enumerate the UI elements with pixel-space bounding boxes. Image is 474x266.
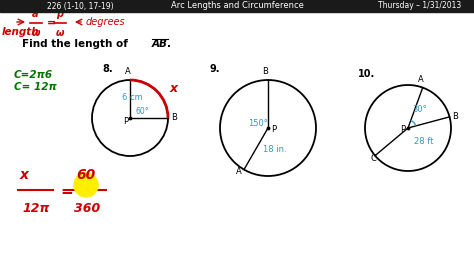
Text: Find the length of: Find the length of (22, 39, 131, 49)
Text: Thursday – 1/31/2013: Thursday – 1/31/2013 (378, 2, 462, 10)
Text: 10.: 10. (358, 69, 375, 79)
Text: AB: AB (152, 39, 168, 49)
Text: 360: 360 (74, 202, 100, 215)
Text: 6 cm: 6 cm (122, 94, 143, 102)
Text: =: = (47, 18, 56, 28)
Text: length: length (2, 27, 40, 37)
Text: .: . (167, 39, 171, 49)
Text: 9.: 9. (210, 64, 220, 74)
Text: C: C (370, 154, 376, 163)
Text: A: A (418, 74, 424, 84)
Text: 12π: 12π (22, 202, 49, 215)
Text: B: B (171, 114, 177, 123)
Text: P: P (400, 126, 405, 135)
Text: 30°: 30° (412, 106, 427, 114)
Text: Arc Lengths and Circumference: Arc Lengths and Circumference (171, 2, 303, 10)
Text: C= 12π: C= 12π (14, 82, 57, 92)
Circle shape (74, 173, 98, 197)
Text: 28 ft: 28 ft (414, 138, 433, 147)
Text: B: B (262, 67, 268, 76)
Text: x: x (19, 168, 28, 182)
Text: p: p (56, 9, 63, 19)
Text: 60°: 60° (136, 107, 150, 117)
Text: 18 in.: 18 in. (263, 146, 287, 155)
Text: degrees: degrees (86, 17, 126, 27)
Text: ω: ω (56, 28, 64, 38)
Text: 150°: 150° (248, 118, 268, 127)
Bar (0, 0, 474, 12)
Text: 60: 60 (76, 168, 95, 182)
Text: P: P (123, 117, 128, 126)
Text: ω: ω (32, 28, 40, 38)
Text: C=2π6: C=2π6 (14, 70, 53, 80)
Text: 8.: 8. (102, 64, 113, 74)
Text: A: A (125, 67, 131, 76)
Text: x: x (170, 81, 178, 94)
Text: =: = (60, 185, 73, 200)
Text: a: a (32, 9, 38, 19)
Text: P: P (271, 126, 276, 135)
Text: 226 (1-10, 17-19): 226 (1-10, 17-19) (46, 2, 113, 10)
Text: B: B (453, 112, 458, 121)
Text: A: A (236, 167, 242, 176)
